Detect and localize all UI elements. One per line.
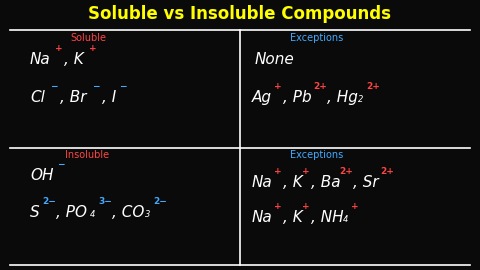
Text: −: − <box>57 160 64 169</box>
Text: +: + <box>302 167 310 176</box>
Text: , K: , K <box>283 210 303 225</box>
Text: , K: , K <box>283 175 303 190</box>
Text: Soluble: Soluble <box>70 33 106 43</box>
Text: OH: OH <box>30 168 53 183</box>
Text: S: S <box>30 205 40 220</box>
Text: 2+: 2+ <box>366 82 380 91</box>
Text: Exceptions: Exceptions <box>290 33 343 43</box>
Text: , NH: , NH <box>311 210 344 225</box>
Text: +: + <box>351 202 359 211</box>
Text: Insoluble: Insoluble <box>65 150 109 160</box>
Text: 2+: 2+ <box>339 167 353 176</box>
Text: , Hg: , Hg <box>327 90 358 105</box>
Text: Na: Na <box>30 52 51 67</box>
Text: Exceptions: Exceptions <box>290 150 343 160</box>
Text: +: + <box>274 167 282 176</box>
Text: 2+: 2+ <box>380 167 394 176</box>
Text: , I: , I <box>102 90 116 105</box>
Text: , K: , K <box>64 52 84 67</box>
Text: , PO: , PO <box>56 205 87 220</box>
Text: +: + <box>89 44 96 53</box>
Text: +: + <box>302 202 310 211</box>
Text: , Sr: , Sr <box>353 175 379 190</box>
Text: 4: 4 <box>343 215 348 224</box>
Text: 4: 4 <box>90 210 96 219</box>
Text: 2−: 2− <box>153 197 167 206</box>
Text: 2+: 2+ <box>313 82 327 91</box>
Text: , Br: , Br <box>60 90 86 105</box>
Text: 2−: 2− <box>42 197 56 206</box>
Text: −: − <box>92 82 99 91</box>
Text: , Pb: , Pb <box>283 90 312 105</box>
Text: +: + <box>274 202 282 211</box>
Text: Cl: Cl <box>30 90 45 105</box>
Text: −: − <box>50 82 58 91</box>
Text: 3−: 3− <box>98 197 112 206</box>
Text: Na: Na <box>252 175 273 190</box>
Text: +: + <box>274 82 282 91</box>
Text: +: + <box>55 44 62 53</box>
Text: 2: 2 <box>358 95 363 104</box>
Text: Na: Na <box>252 210 273 225</box>
Text: Soluble vs Insoluble Compounds: Soluble vs Insoluble Compounds <box>88 5 392 23</box>
Text: , Ba: , Ba <box>311 175 341 190</box>
Text: Ag: Ag <box>252 90 272 105</box>
Text: −: − <box>119 82 127 91</box>
Text: 3: 3 <box>145 210 150 219</box>
Text: None: None <box>255 52 295 67</box>
Text: , CO: , CO <box>112 205 144 220</box>
